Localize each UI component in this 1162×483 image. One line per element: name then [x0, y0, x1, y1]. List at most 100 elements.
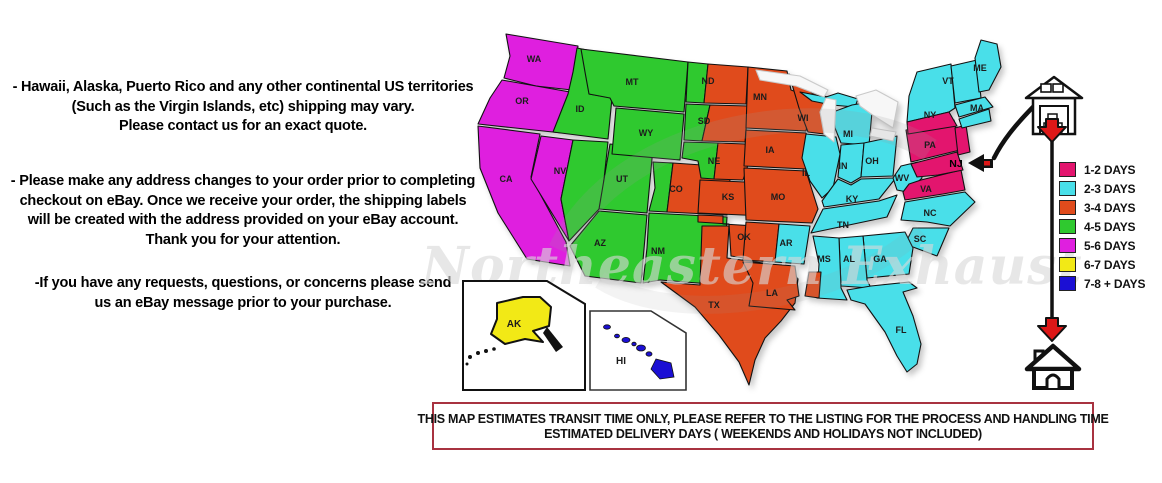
- state-labels: WA OR CA NV ID UT AZ MT WY CO NM ND SD N…: [500, 54, 987, 335]
- label-nd: ND: [702, 76, 715, 86]
- label-tx: TX: [708, 300, 720, 310]
- label-tn: TN: [837, 220, 849, 230]
- aleutian-island: [476, 351, 480, 355]
- label-ks: KS: [722, 192, 735, 202]
- nj-pointer-arrow-icon: [968, 154, 993, 172]
- label-mn: MN: [753, 92, 767, 102]
- label-oh: OH: [865, 156, 879, 166]
- state-me: [974, 39, 1002, 93]
- lake-huron: [855, 89, 899, 129]
- lake-michigan: [819, 97, 837, 143]
- legend-label: 4-5 DAYS: [1084, 219, 1136, 234]
- note-territories: - Hawaii, Alaska, Puerto Rico and any ot…: [12, 79, 474, 134]
- label-me: ME: [973, 63, 987, 73]
- legend-item: 4-5 DAYS: [1059, 217, 1145, 236]
- label-mi: MI: [843, 129, 853, 139]
- label-pa: PA: [924, 140, 936, 150]
- label-or: OR: [515, 96, 529, 106]
- state-az: [569, 210, 648, 284]
- hawaii-inset: HI: [589, 310, 687, 391]
- hawaii-island: [645, 351, 653, 357]
- legend: 1-2 DAYS 2-3 DAYS 3-4 DAYS 4-5 DAYS 5-6 …: [1059, 160, 1145, 293]
- label-wy: WY: [639, 128, 654, 138]
- state-la: [742, 261, 800, 311]
- state-ca: [477, 125, 571, 267]
- legend-item: 7-8 + DAYS: [1059, 274, 1145, 293]
- label-ut: UT: [616, 174, 628, 184]
- label-ia: IA: [766, 145, 776, 155]
- legend-label: 6-7 DAYS: [1084, 257, 1136, 272]
- legend-label: 5-6 DAYS: [1084, 238, 1136, 253]
- legend-swatch-3-4: [1059, 200, 1076, 215]
- lake-erie: [869, 127, 897, 142]
- legend-item: 5-6 DAYS: [1059, 236, 1145, 255]
- state-ak: [490, 296, 552, 345]
- alaska-inset: AK: [462, 280, 586, 391]
- label-nv: NV: [554, 166, 567, 176]
- state-co-west: [648, 161, 674, 213]
- label-hi: HI: [616, 356, 626, 367]
- label-ok: OK: [737, 232, 751, 242]
- state-nv-east: [560, 139, 609, 242]
- hawaii-island: [621, 336, 631, 343]
- label-ca: CA: [500, 174, 513, 184]
- lake-superior: [755, 69, 829, 98]
- aleutian-island: [484, 349, 488, 353]
- label-in: IN: [839, 161, 848, 171]
- legend-swatch-2-3: [1059, 181, 1076, 196]
- label-az: AZ: [594, 238, 606, 248]
- state-ct-ri: [958, 108, 992, 129]
- state-md-de: [910, 151, 964, 178]
- nj-pointer-arrow-red-dash: [984, 161, 990, 166]
- label-sd: SD: [698, 116, 711, 126]
- legend-item: 6-7 DAYS: [1059, 255, 1145, 274]
- legend-swatch-1-2: [1059, 162, 1076, 177]
- aleutian-island: [468, 355, 472, 359]
- legend-label: 3-4 DAYS: [1084, 200, 1136, 215]
- disclaimer-box: THIS MAP ESTIMATES TRANSIT TIME ONLY, PL…: [418, 402, 1109, 450]
- label-al: AL: [843, 254, 855, 264]
- state-wy: [611, 107, 685, 161]
- legend-label: 1-2 DAYS: [1084, 162, 1136, 177]
- home-icon: [1024, 343, 1082, 390]
- watermark-swoosh-2: [595, 223, 927, 314]
- label-ak: AK: [507, 319, 522, 330]
- state-or: [477, 79, 571, 134]
- label-fl: FL: [896, 325, 907, 335]
- state-tn: [810, 194, 898, 234]
- legend-item: 1-2 DAYS: [1059, 160, 1145, 179]
- state-ms: [812, 235, 848, 301]
- alaska-panhandle: [543, 327, 563, 352]
- label-wi: WI: [798, 113, 809, 123]
- watermark-swoosh: [549, 108, 937, 256]
- label-id: ID: [576, 104, 586, 114]
- hawaii-island: [603, 324, 611, 330]
- label-ar: AR: [780, 238, 793, 248]
- state-fl: [846, 281, 922, 373]
- note-contact: -If you have any requests, questions, or…: [34, 275, 452, 311]
- legend-swatch-4-5: [1059, 219, 1076, 234]
- label-mo: MO: [771, 192, 786, 202]
- label-ms: MS: [817, 254, 831, 264]
- disclaimer-line-2: ESTIMATED DELIVERY DAYS ( WEEKENDS AND H…: [544, 426, 982, 441]
- label-vt: VT: [942, 76, 954, 86]
- down-arrow-icon-top: [1037, 118, 1067, 143]
- state-va: [902, 169, 966, 201]
- label-ma: MA: [970, 103, 984, 113]
- route-graphics: [968, 75, 1084, 390]
- label-ne: NE: [708, 156, 721, 166]
- label-sc: SC: [914, 234, 927, 244]
- us-map: [477, 33, 1002, 386]
- legend-swatch-5-6: [1059, 238, 1076, 253]
- label-wv: WV: [895, 173, 910, 183]
- state-nd-east: [703, 63, 749, 105]
- label-il: IL: [802, 168, 811, 178]
- label-ga: GA: [873, 254, 887, 264]
- legend-label: 2-3 DAYS: [1084, 181, 1136, 196]
- note-address-changes: - Please make any address changes to you…: [10, 173, 476, 248]
- legend-label: 7-8 + DAYS: [1084, 276, 1146, 291]
- legend-item: 2-3 DAYS: [1059, 179, 1145, 198]
- disclaimer-line-1: THIS MAP ESTIMATES TRANSIT TIME ONLY, PL…: [417, 411, 1109, 426]
- state-in: [837, 142, 865, 184]
